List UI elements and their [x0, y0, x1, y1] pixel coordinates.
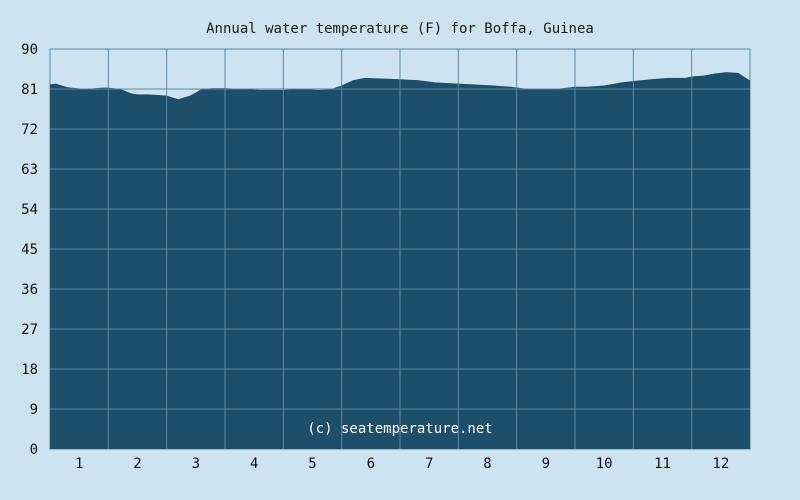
watermark: (c) seatemperature.net [307, 421, 492, 437]
y-tick-label: 9 [30, 402, 38, 418]
x-tick-label: 10 [596, 456, 613, 472]
y-tick-label: 18 [21, 362, 38, 378]
x-tick-labels: 1 2 3 4 5 6 7 8 9 10 11 12 [75, 456, 729, 472]
y-tick-label: 90 [21, 42, 38, 58]
x-tick-label: 11 [654, 456, 671, 472]
chart-title: Annual water temperature (F) for Boffa, … [206, 21, 594, 37]
x-tick-label: 3 [192, 456, 200, 472]
x-tick-label: 7 [425, 456, 433, 472]
x-grid-over [107, 49, 693, 449]
x-tick-label: 12 [712, 456, 729, 472]
x-tick-label: 5 [308, 456, 316, 472]
y-tick-label: 27 [21, 322, 38, 338]
y-tick-label: 72 [21, 122, 38, 138]
x-tick-label: 9 [542, 456, 550, 472]
y-tick-labels: 0 9 18 27 36 45 54 63 72 81 90 [21, 42, 38, 458]
x-tick-label: 4 [250, 456, 258, 472]
y-tick-label: 81 [21, 82, 38, 98]
y-tick-label: 54 [21, 202, 38, 218]
x-tick-label: 6 [367, 456, 375, 472]
y-tick-label: 45 [21, 242, 38, 258]
y-tick-label: 63 [21, 162, 38, 178]
y-tick-label: 36 [21, 282, 38, 298]
x-tick-label: 1 [75, 456, 83, 472]
y-tick-label: 0 [30, 442, 38, 458]
x-tick-label: 2 [133, 456, 141, 472]
x-tick-label: 8 [483, 456, 491, 472]
